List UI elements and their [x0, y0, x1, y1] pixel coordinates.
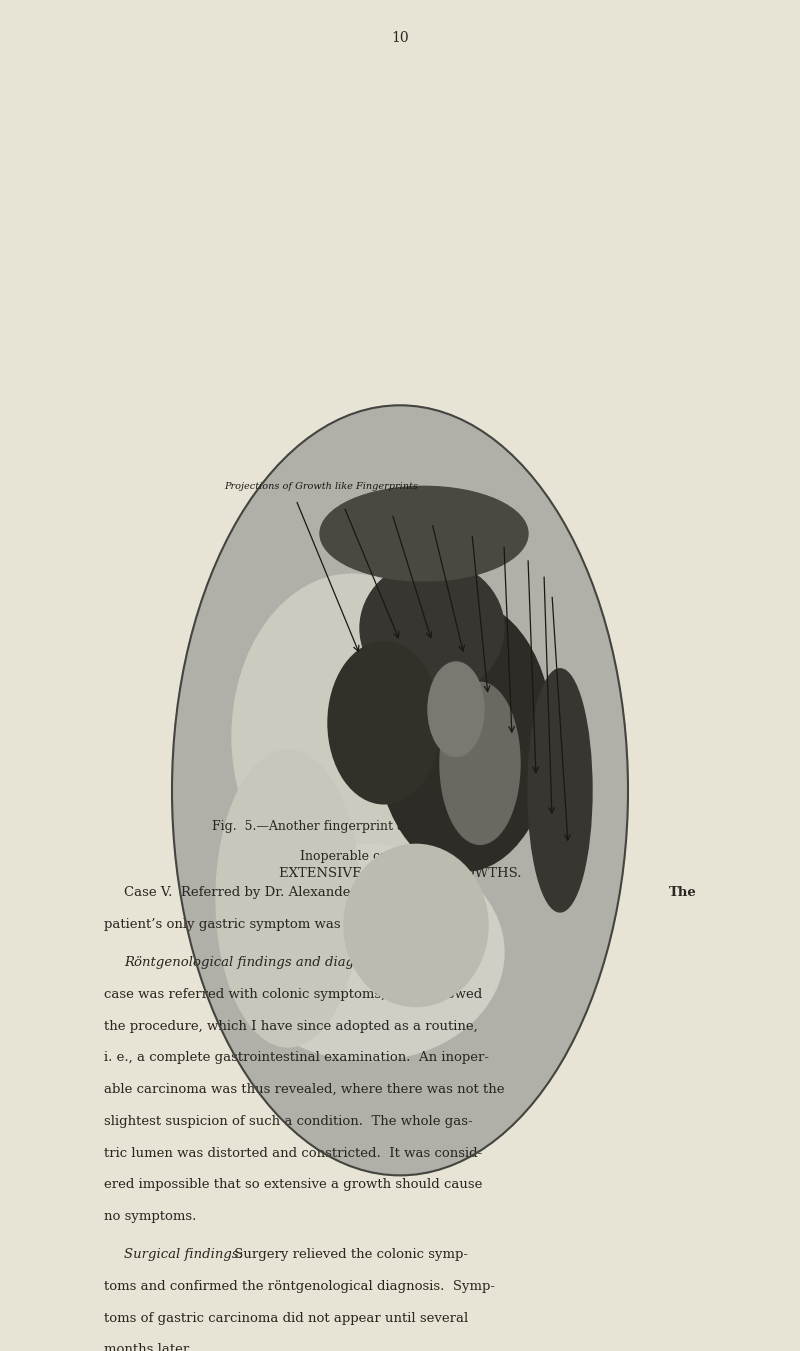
Text: case was referred with colonic symptoms, but I followed: case was referred with colonic symptoms,…	[104, 988, 482, 1001]
Text: the procedure, which I have since adopted as a routine,: the procedure, which I have since adopte…	[104, 1020, 478, 1032]
Ellipse shape	[428, 662, 484, 757]
Ellipse shape	[320, 486, 528, 581]
Text: Surgery relieved the colonic symp-: Surgery relieved the colonic symp-	[230, 1248, 469, 1262]
Text: toms and confirmed the röntgenological diagnosis.  Symp-: toms and confirmed the röntgenological d…	[104, 1279, 495, 1293]
Ellipse shape	[232, 574, 472, 898]
Text: slightest suspicion of such a condition.  The whole gas-: slightest suspicion of such a condition.…	[104, 1115, 473, 1128]
Text: Projections of Growth like Fingerprints: Projections of Growth like Fingerprints	[224, 482, 418, 490]
Text: (Fig. 5) : This: (Fig. 5) : This	[368, 957, 462, 969]
Text: able carcinoma was thus revealed, where there was not the: able carcinoma was thus revealed, where …	[104, 1084, 505, 1096]
Ellipse shape	[360, 561, 504, 696]
Text: Inoperable carcinoma (Case V).: Inoperable carcinoma (Case V).	[299, 850, 501, 863]
Circle shape	[172, 405, 628, 1175]
Text: i. e., a complete gastrointestinal examination.  An inoper-: i. e., a complete gastrointestinal exami…	[104, 1051, 489, 1065]
Ellipse shape	[344, 844, 488, 1006]
Text: no symptoms.: no symptoms.	[104, 1210, 196, 1223]
Text: 10: 10	[391, 31, 409, 45]
Text: Fig.  5.—Another fingerprint appearance on posterior wall.: Fig. 5.—Another fingerprint appearance o…	[213, 820, 587, 834]
Text: Case V.  Referred by Dr. Alexander Lambert.: Case V. Referred by Dr. Alexander Lamber…	[124, 886, 422, 900]
Ellipse shape	[328, 642, 440, 804]
Ellipse shape	[376, 601, 552, 871]
Text: Röntgenological findings and diagnosis: Röntgenological findings and diagnosis	[124, 957, 388, 969]
Text: The: The	[669, 886, 697, 900]
Ellipse shape	[440, 682, 520, 844]
Ellipse shape	[528, 669, 592, 912]
Text: EXTENSIVE NODULAR GROWTHS.: EXTENSIVE NODULAR GROWTHS.	[278, 867, 522, 881]
Text: tric lumen was distorted and constricted.  It was consid-: tric lumen was distorted and constricted…	[104, 1147, 482, 1159]
Ellipse shape	[232, 844, 504, 1061]
Text: Surgical findings:: Surgical findings:	[124, 1248, 243, 1262]
Text: months later.: months later.	[104, 1343, 192, 1351]
Text: patient’s only gastric symptom was eructation of gas.: patient’s only gastric symptom was eruct…	[104, 919, 462, 931]
Text: ered impossible that so extensive a growth should cause: ered impossible that so extensive a grow…	[104, 1178, 482, 1192]
Text: toms of gastric carcinoma did not appear until several: toms of gastric carcinoma did not appear…	[104, 1312, 468, 1325]
Ellipse shape	[216, 750, 360, 1047]
